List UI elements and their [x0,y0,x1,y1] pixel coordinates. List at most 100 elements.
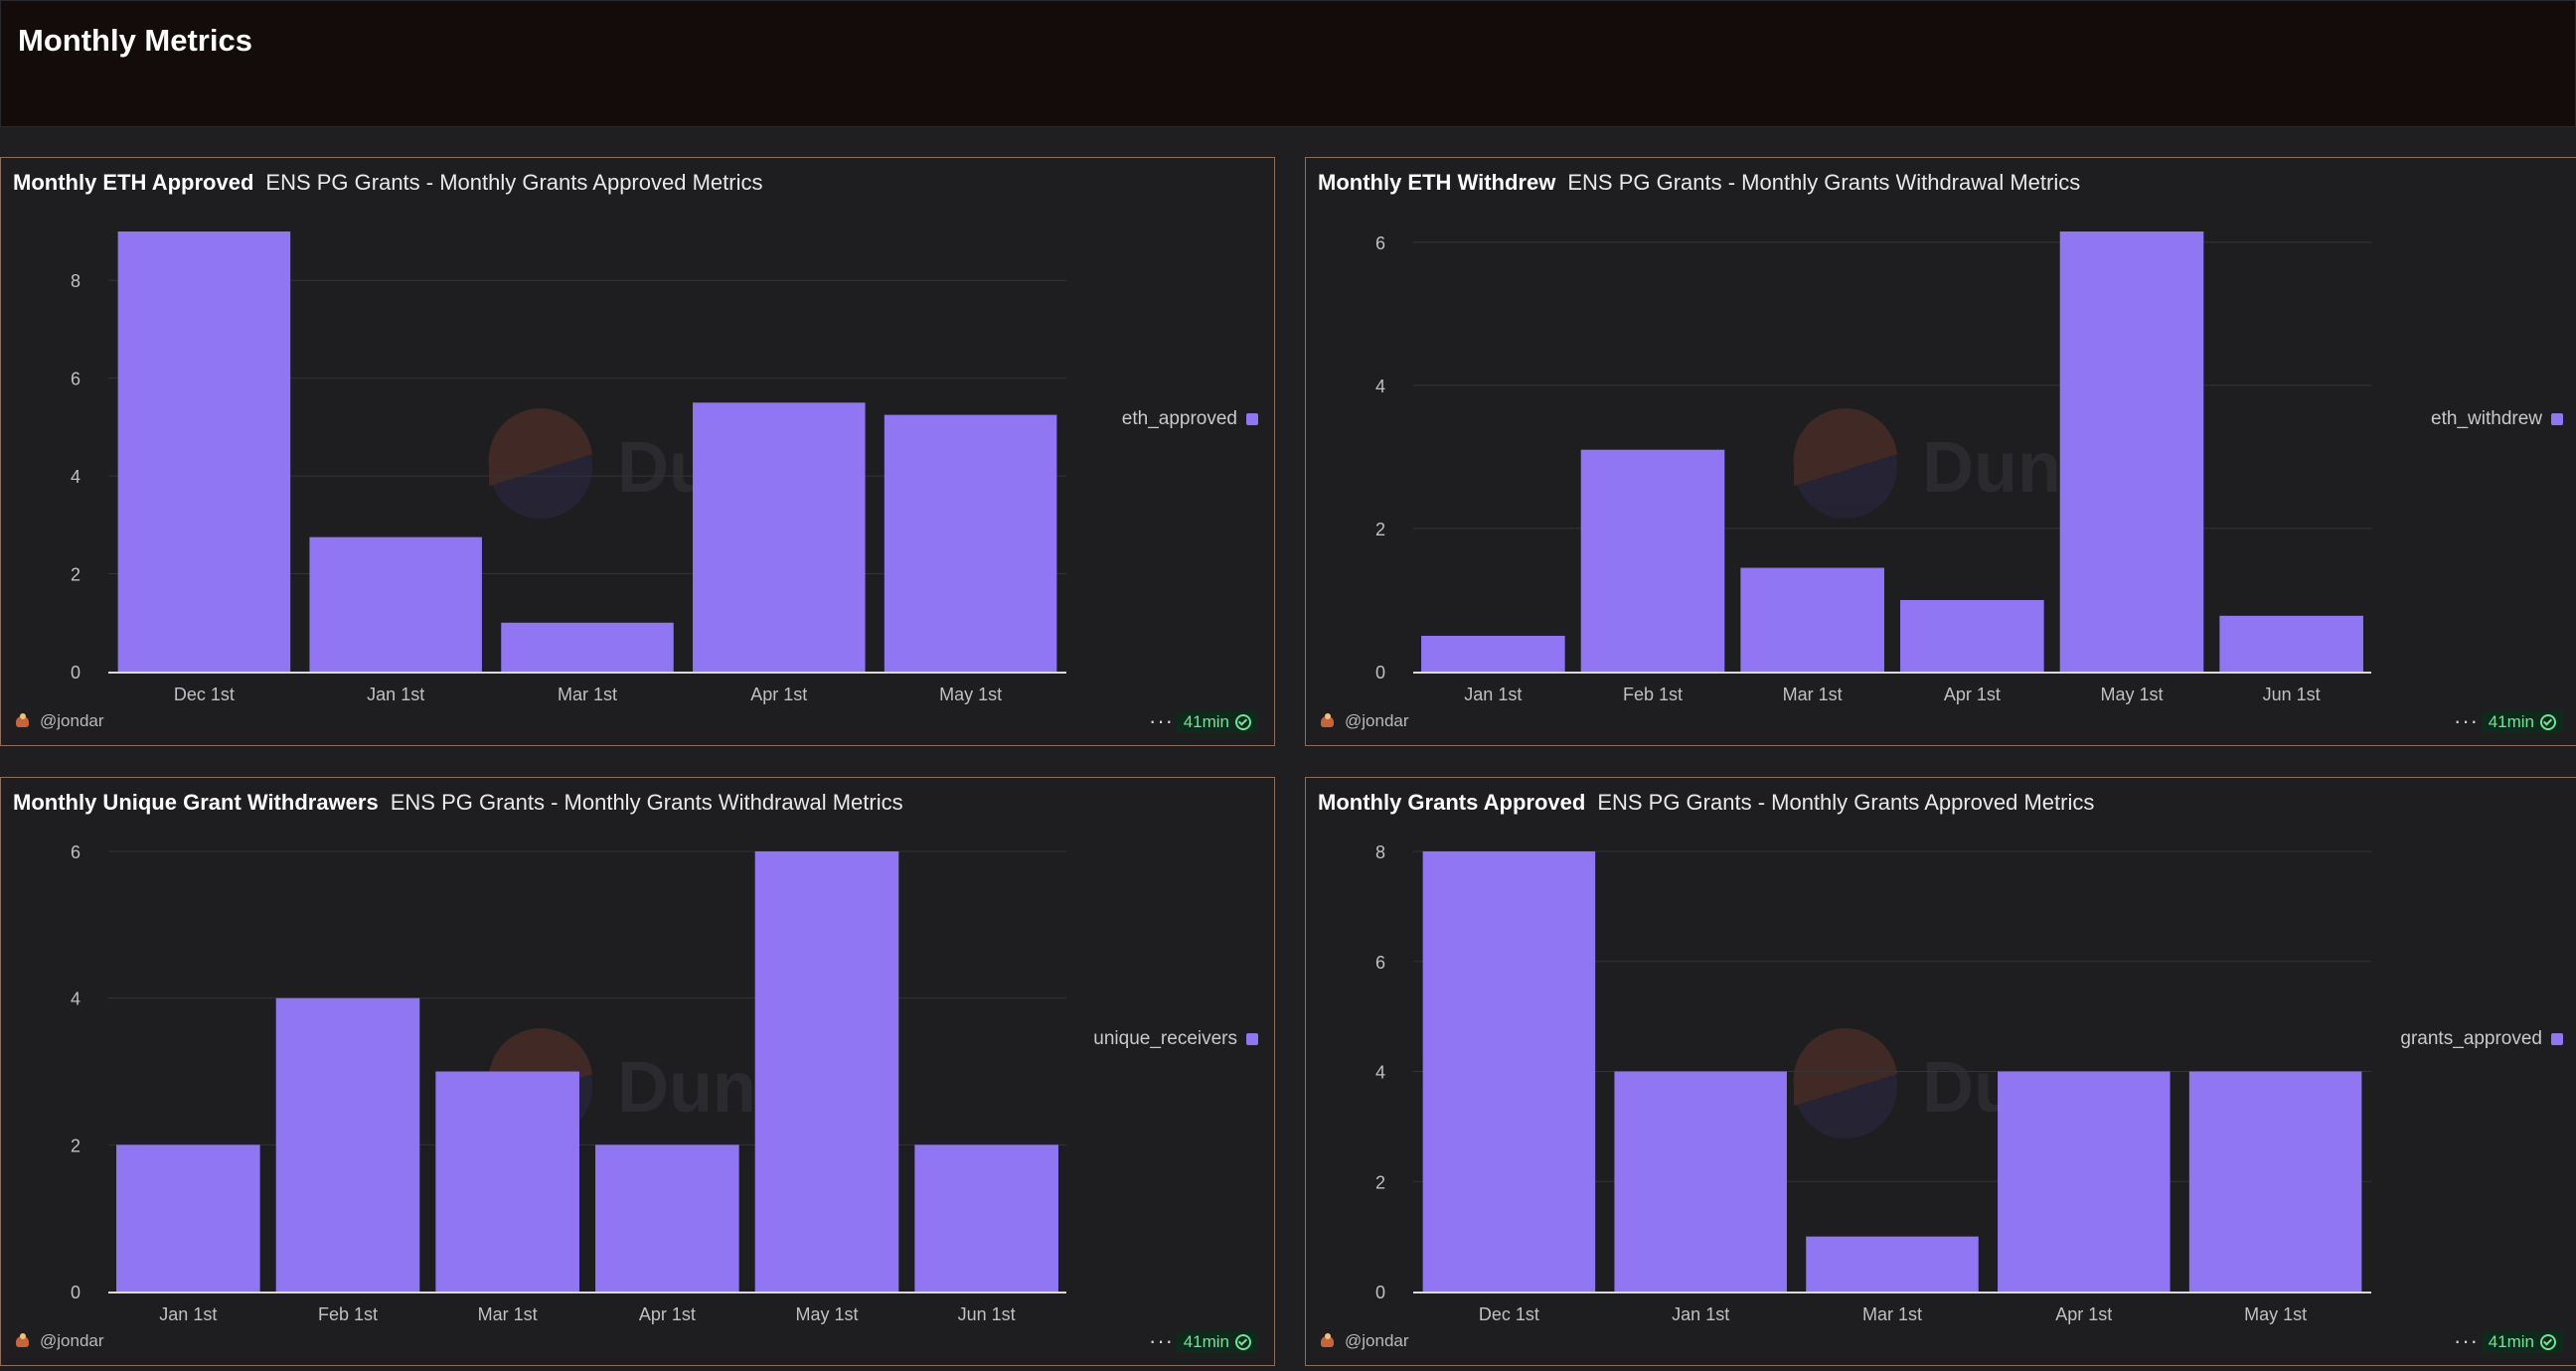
y-tick-label: 2 [1375,520,1385,539]
panel-title[interactable]: Monthly ETH Withdrew ENS PG Grants - Mont… [1318,170,2080,196]
refresh-age: 41min [1183,1332,1229,1351]
owner-handle: @jondar [40,711,104,730]
y-tick-label: 4 [1375,1063,1385,1083]
visualization-title: Monthly ETH Approved [13,170,254,195]
legend[interactable]: grants_approved [2400,1028,2563,1050]
more-options-icon[interactable]: ··· [1149,708,1174,733]
y-tick-label: 2 [71,1136,80,1155]
panel-title[interactable]: Monthly Unique Grant Withdrawers ENS PG G… [13,790,903,816]
chart-panel-eth-withdrew: Monthly ETH Withdrew ENS PG Grants - Mont… [1305,157,2576,746]
panel-title[interactable]: Monthly Grants Approved ENS PG Grants - M… [1318,790,2094,816]
x-tick-label: Jan 1st [1464,685,1522,704]
refresh-status-badge[interactable]: 41min [2481,711,2563,733]
y-tick-label: 0 [1375,663,1385,683]
bar [1900,599,2044,672]
dune-watermark: Dune [1793,408,2101,519]
chart-panel-grants-approved: Monthly Grants Approved ENS PG Grants - M… [1305,777,2576,1366]
x-tick-label: Feb 1st [318,1304,378,1324]
refresh-status-badge[interactable]: 41min [1176,1331,1258,1353]
panel-title[interactable]: Monthly ETH Approved ENS PG Grants - Mont… [13,170,762,196]
dune-logo-icon [489,415,592,519]
visualization-title: Monthly ETH Withdrew [1318,170,1556,195]
y-tick-label: 2 [1375,1172,1385,1192]
x-tick-label: Mar 1st [1862,1304,1922,1324]
legend-label: eth_approved [1121,408,1237,429]
x-tick-label: May 1st [2244,1304,2307,1324]
x-tick-label: Jan 1st [1672,1304,1729,1324]
page-title: Monthly Metrics [18,23,252,58]
x-tick-label: Mar 1st [1783,685,1843,704]
dune-logo-accent [1793,408,1897,486]
chart-panel-eth-approved: Monthly ETH Approved ENS PG Grants - Mont… [0,157,1275,746]
y-tick-label: 6 [1375,953,1385,973]
owner[interactable]: @jondar [1320,1331,1409,1351]
bar [884,414,1057,672]
y-tick-label: 6 [71,842,80,862]
bar [435,1071,579,1292]
bar [2219,615,2363,672]
x-tick-label: Mar 1st [558,685,617,704]
dune-logo-accent [488,408,592,486]
bar [501,622,674,672]
bar [116,1144,260,1292]
legend-swatch [2551,413,2563,425]
more-options-icon[interactable]: ··· [2454,708,2479,733]
check-circle-icon [2540,714,2556,730]
legend[interactable]: unique_receivers [1093,1028,1258,1050]
refresh-status-badge[interactable]: 41min [2481,1331,2563,1353]
legend-swatch [1246,413,1258,425]
legend-label: eth_withdrew [2431,408,2542,429]
refresh-status-badge[interactable]: 41min [1176,711,1258,733]
dune-logo-icon [1794,1035,1897,1139]
x-tick-label: Mar 1st [478,1304,538,1324]
legend[interactable]: eth_withdrew [2431,408,2563,430]
refresh-age: 41min [2488,1332,2534,1351]
owner[interactable]: @jondar [15,1331,104,1351]
bar [2188,1071,2362,1292]
owner[interactable]: @jondar [1320,711,1409,731]
y-tick-label: 4 [71,990,80,1009]
visualization-title: Monthly Unique Grant Withdrawers [13,790,379,815]
query-name-link[interactable]: ENS PG Grants - Monthly Grants Withdrawa… [390,790,903,815]
check-circle-icon [1235,1334,1251,1350]
y-tick-label: 8 [71,271,80,291]
more-options-icon[interactable]: ··· [1149,1328,1174,1353]
bar [693,402,866,672]
dune-logo-icon [1794,415,1897,519]
bar [117,231,291,672]
y-tick-label: 8 [1375,842,1385,862]
x-tick-label: Apr 1st [2055,1304,2112,1324]
avatar [1320,713,1336,729]
bar [275,997,420,1292]
legend[interactable]: eth_approved [1122,408,1258,430]
x-tick-label: Jun 1st [2263,685,2321,704]
y-tick-label: 0 [71,1283,80,1302]
y-tick-label: 4 [71,467,80,487]
avatar [15,1333,31,1349]
legend-swatch [1246,1033,1258,1045]
query-name-link[interactable]: ENS PG Grants - Monthly Grants Withdrawa… [1567,170,2081,195]
avatar [15,713,31,729]
x-tick-label: Feb 1st [1623,685,1683,704]
refresh-age: 41min [2488,712,2534,731]
bar [1422,851,1596,1292]
y-tick-label: 4 [1375,377,1385,396]
bar [754,851,899,1292]
x-tick-label: May 1st [2100,685,2163,704]
chart-panel-unique-withdrawers: Monthly Unique Grant Withdrawers ENS PG G… [0,777,1275,1366]
bar [2059,231,2204,672]
x-tick-label: May 1st [795,1304,858,1324]
bar [595,1144,739,1292]
owner-handle: @jondar [1345,711,1409,730]
query-name-link[interactable]: ENS PG Grants - Monthly Grants Approved … [265,170,763,195]
more-options-icon[interactable]: ··· [2454,1328,2479,1353]
dashboard-header: Monthly Metrics [0,0,2576,127]
bar [1806,1236,1979,1292]
avatar [1320,1333,1336,1349]
owner[interactable]: @jondar [15,711,104,731]
query-name-link[interactable]: ENS PG Grants - Monthly Grants Approved … [1597,790,2095,815]
bar [1998,1071,2171,1292]
x-tick-label: Apr 1st [1944,685,2001,704]
